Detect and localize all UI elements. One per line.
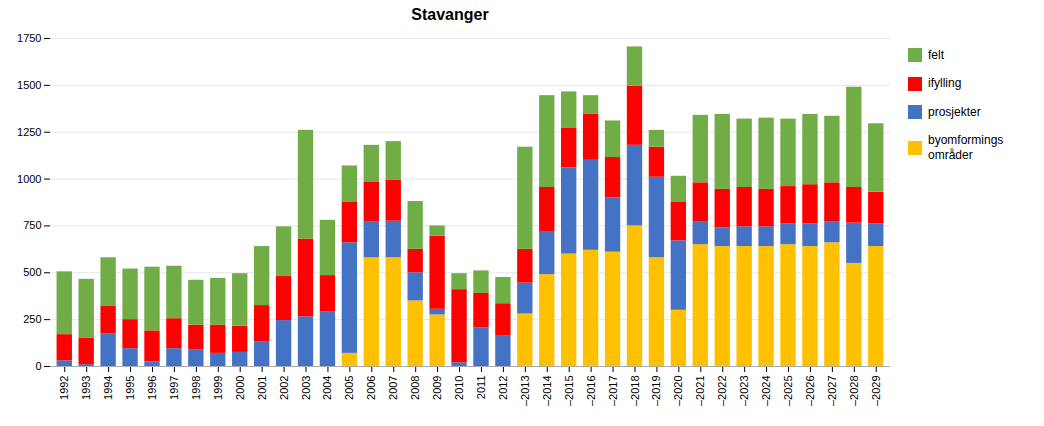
svg-text:1998: 1998 — [190, 376, 202, 400]
svg-text:2006: 2006 — [365, 376, 377, 400]
svg-text:2005: 2005 — [343, 376, 355, 400]
svg-text:‒2015: ‒2015 — [563, 376, 575, 407]
html-text:ifylling: ifylling — [928, 76, 962, 91]
svg-text:2012: 2012 — [497, 376, 509, 400]
svg-text:‒2013: ‒2013 — [519, 376, 531, 407]
svg-text:‒2023: ‒2023 — [738, 376, 750, 407]
svg-text:2003: 2003 — [300, 376, 312, 400]
svg-text:2008: 2008 — [409, 376, 421, 400]
svg-text:1000: 1000 — [17, 173, 41, 185]
svg-text:1997: 1997 — [168, 376, 180, 400]
svg-text:‒2018: ‒2018 — [629, 376, 641, 407]
svg-text:1500: 1500 — [17, 79, 41, 91]
svg-text:‒2024: ‒2024 — [760, 376, 772, 407]
svg-text:‒2026: ‒2026 — [804, 376, 816, 407]
svg-text:2007: 2007 — [387, 376, 399, 400]
svg-text:1750: 1750 — [17, 32, 41, 44]
svg-text:1250: 1250 — [17, 126, 41, 138]
svg-text:1993: 1993 — [80, 376, 92, 400]
svg-text:2001: 2001 — [256, 376, 268, 400]
svg-text:1995: 1995 — [124, 376, 136, 400]
svg-text:2010: 2010 — [453, 376, 465, 400]
svg-text:1992: 1992 — [58, 376, 70, 400]
svg-text:‒2028: ‒2028 — [848, 376, 860, 407]
svg-text:1999: 1999 — [212, 376, 224, 400]
html-text:felt: felt — [928, 48, 944, 62]
html-text:Stavanger: Stavanger — [411, 6, 489, 23]
svg-text:‒2016: ‒2016 — [585, 376, 597, 407]
svg-text:2011: 2011 — [475, 376, 487, 400]
svg-text:‒2027: ‒2027 — [826, 376, 838, 407]
svg-text:2002: 2002 — [278, 376, 290, 400]
svg-text:‒2022: ‒2022 — [716, 376, 728, 407]
svg-text:2000: 2000 — [234, 376, 246, 400]
svg-text:‒2020: ‒2020 — [672, 376, 684, 407]
svg-text:250: 250 — [23, 313, 41, 325]
svg-text:‒2014: ‒2014 — [541, 376, 553, 407]
html-text:byomformings områder: byomformings områder — [928, 133, 1004, 162]
svg-text:2009: 2009 — [431, 376, 443, 400]
html-text:prosjekter: prosjekter — [928, 104, 981, 119]
svg-text:‒2021: ‒2021 — [694, 376, 706, 407]
svg-text:1996: 1996 — [146, 376, 158, 400]
svg-text:2004: 2004 — [321, 376, 333, 400]
svg-text:‒2025: ‒2025 — [782, 376, 794, 407]
svg-text:1994: 1994 — [102, 376, 114, 400]
svg-text:0: 0 — [35, 360, 41, 372]
svg-text:500: 500 — [23, 266, 41, 278]
svg-text:‒2017: ‒2017 — [607, 376, 619, 407]
svg-text:750: 750 — [23, 219, 41, 231]
svg-text:‒2029: ‒2029 — [870, 376, 882, 407]
svg-text:‒2019: ‒2019 — [650, 376, 662, 407]
